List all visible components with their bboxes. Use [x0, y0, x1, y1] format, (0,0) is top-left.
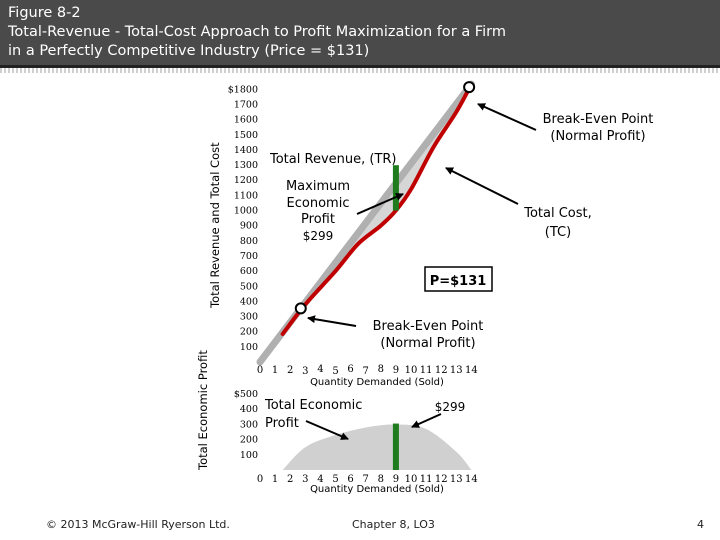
be-bottom-label-line2: (Normal Profit): [380, 336, 475, 351]
tc-label-line1: Total Cost,: [523, 206, 592, 221]
price-label: P=$131: [430, 274, 487, 289]
top-x-tick-label: 3: [302, 366, 308, 377]
max-profit-label-line3: Profit: [301, 212, 335, 227]
top-x-tick-label: 6: [347, 364, 353, 375]
bottom-y-axis-label: Total Economic Profit: [196, 350, 210, 471]
bottom-x-tick-label: 7: [363, 474, 369, 485]
total-economic-profit-label-line2: Profit: [265, 416, 299, 431]
top-y-tick-label: $1800: [228, 84, 258, 95]
chapter-ref: Chapter 8, LO3: [352, 518, 435, 531]
top-y-tick-label: 1000: [234, 206, 258, 217]
top-x-tick-label: 14: [465, 365, 478, 376]
top-y-tick-label: 400: [240, 296, 258, 307]
top-x-tick-label: 11: [420, 365, 433, 376]
figure-number: Figure 8-2: [8, 5, 81, 21]
bottom-y-tick-label: 100: [240, 450, 258, 461]
bottom-profit-arrow: [411, 413, 442, 428]
top-y-tick-label: 1700: [234, 99, 258, 110]
top-x-tick-label: 10: [405, 365, 418, 376]
price-box: [424, 266, 493, 292]
top-y-tick-label: 300: [240, 312, 258, 323]
bottom-x-tick-label: 1: [272, 474, 278, 485]
break-even-bottom-marker: [294, 302, 307, 315]
bottom-x-tick-label: 0: [257, 474, 263, 485]
tr-label: Total Revenue, (TR): [269, 152, 397, 167]
top-y-tick-label: 1200: [234, 175, 258, 186]
bottom-x-tick-label: 10: [405, 474, 418, 485]
bottom-x-tick-label: 13: [450, 474, 463, 485]
page-number: 4: [697, 518, 704, 531]
top-x-tick-label: 0: [257, 365, 263, 376]
bottom-x-tick-label: 14: [465, 474, 478, 485]
be-top-arrow: [477, 103, 537, 131]
max-profit-label-line1: Maximum: [286, 179, 350, 194]
tc-line: [280, 82, 474, 336]
bottom-x-tick-label: 2: [287, 474, 293, 485]
bottom-y-tick-label: 400: [240, 404, 258, 415]
top-y-tick-label: 800: [240, 236, 258, 247]
max-profit-value: $299: [303, 229, 334, 243]
total-economic-profit-label-line1: Total Economic: [264, 398, 362, 413]
top-y-axis-label: Total Revenue and Total Cost: [208, 142, 222, 309]
top-x-tick-label: 8: [378, 364, 384, 375]
be-top-label-line1: Break-Even Point: [543, 112, 654, 127]
top-y-tick-label: 100: [240, 342, 258, 353]
top-y-tick-label: 900: [240, 221, 258, 232]
bottom-y-tick-label: 200: [240, 435, 258, 446]
top-x-axis-label: Quantity Demanded (Sold): [310, 377, 444, 388]
top-y-tick-label: 1500: [234, 130, 258, 141]
max-profit-arrow: [356, 193, 404, 215]
bottom-x-tick-label: 4: [317, 474, 323, 485]
figure-title: Total-Revenue - Total-Cost Approach to P…: [8, 24, 506, 40]
be-bottom-arrow: [307, 315, 357, 327]
bottom-y-tick-label: $500: [234, 389, 258, 400]
bottom-x-tick-label: 9: [393, 474, 399, 485]
max-profit-label-line2: Economic: [287, 196, 350, 211]
break-even-top-marker: [463, 81, 476, 94]
top-y-tick-label: 1300: [234, 160, 258, 171]
top-x-tick-label: 5: [332, 366, 338, 377]
top-y-tick-label: 1600: [234, 115, 258, 126]
bottom-x-tick-label: 8: [378, 474, 384, 485]
top-x-tick-label: 2: [287, 365, 293, 376]
top-x-tick-label: 13: [450, 365, 463, 376]
bottom-profit-value: $299: [435, 400, 466, 414]
bottom-x-tick-label: 11: [420, 474, 433, 485]
top-y-tick-label: 200: [240, 327, 258, 338]
top-y-tick-label: 700: [240, 251, 258, 262]
top-y-tick-label: 1100: [234, 190, 258, 201]
top-y-tick-label: 600: [240, 266, 258, 277]
bottom-x-tick-label: 5: [332, 474, 338, 485]
top-x-tick-label: 1: [272, 365, 278, 376]
profit-area: [282, 424, 472, 470]
bottom-x-tick-label: 6: [347, 474, 353, 485]
total-economic-profit-arrow: [305, 420, 349, 440]
top-x-tick-label: 9: [393, 365, 399, 376]
tc-arrow: [445, 167, 519, 205]
top-x-tick-label: 4: [317, 364, 323, 375]
tc-label-line2: (TC): [545, 225, 571, 240]
figure-title-bar: Figure 8-2 Total-Revenue - Total-Cost Ap…: [0, 0, 720, 73]
max-profit-bar: [392, 165, 399, 211]
title-divider: [0, 68, 720, 73]
bottom-x-axis-label: Quantity Demanded (Sold): [310, 484, 444, 495]
bottom-y-tick-label: 300: [240, 419, 258, 430]
bottom-x-tick-label: 3: [302, 474, 308, 485]
top-x-tick-label: 12: [435, 365, 448, 376]
top-y-tick-label: 500: [240, 281, 258, 292]
copyright: © 2013 McGraw-Hill Ryerson Ltd.: [46, 518, 230, 531]
top-x-tick-label: 7: [363, 366, 369, 377]
be-bottom-label-line1: Break-Even Point: [373, 319, 484, 334]
bottom-max-profit-bar: [392, 423, 399, 470]
bottom-x-tick-label: 12: [435, 474, 448, 485]
top-y-tick-label: 1400: [234, 145, 258, 156]
be-top-label-line2: (Normal Profit): [550, 129, 645, 144]
figure-subtitle: in a Perfectly Competitive Industry (Pri…: [8, 43, 370, 59]
